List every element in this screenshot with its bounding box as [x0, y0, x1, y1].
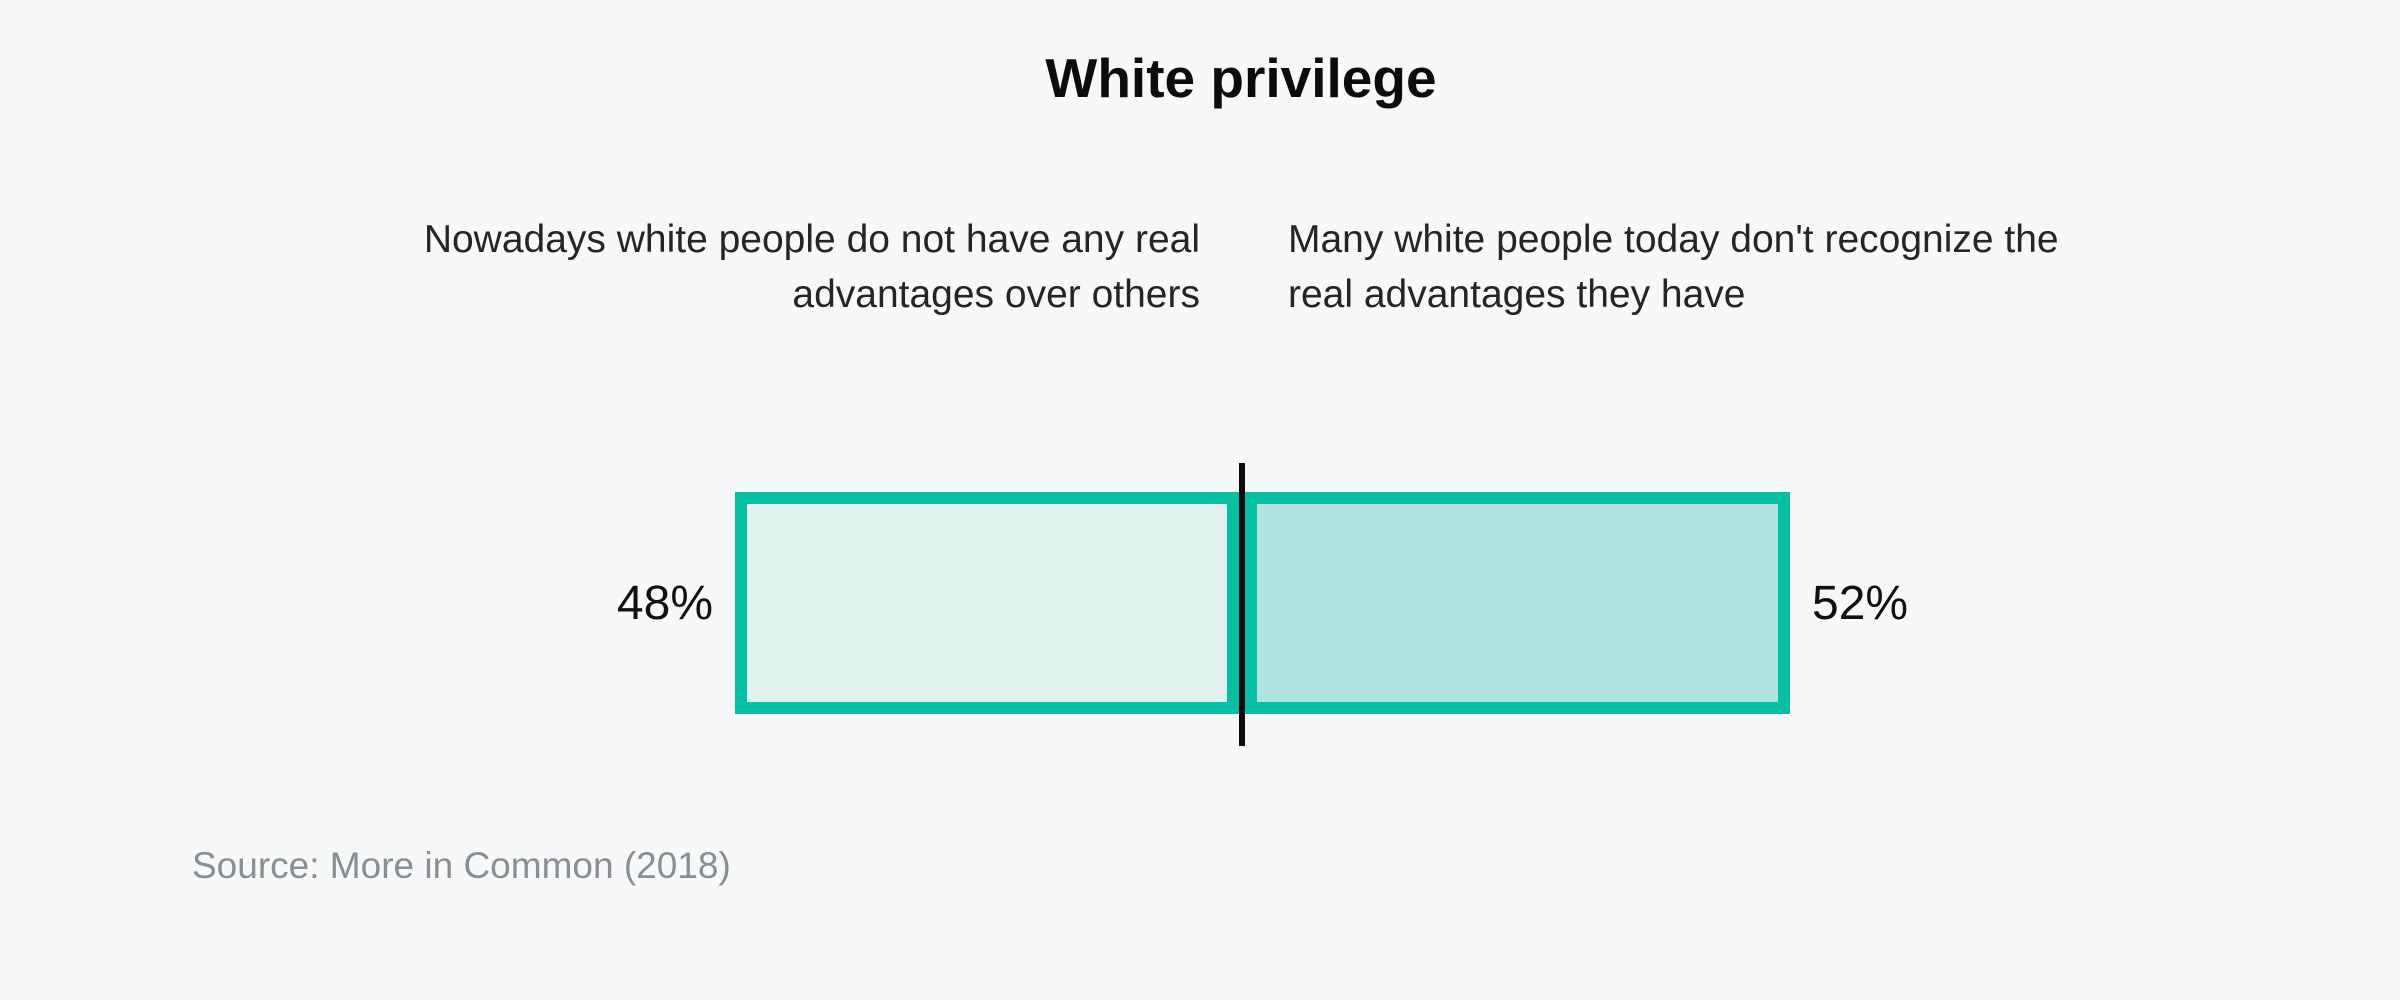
statement-left-line-1: Nowadays white people do not have any re… — [423, 218, 1200, 261]
center-divider-line — [1239, 463, 1246, 746]
statement-right: Many white people today don't recognize … — [1288, 212, 2298, 322]
statement-left: Nowadays white people do not have any re… — [220, 212, 1200, 322]
source-note: Source: More in Common (2018) — [192, 845, 731, 886]
value-label-right: 52% — [1812, 576, 1909, 630]
bar-left-segment — [735, 492, 1240, 714]
split-bar-chart — [735, 463, 1790, 746]
page-title: White privilege — [1045, 47, 1437, 109]
value-label-left: 48% — [616, 576, 713, 630]
bar-right-segment — [1245, 492, 1790, 714]
statement-left-line-2: advantages over others — [792, 273, 1200, 316]
statement-right-line-1: Many white people today don't recognize … — [1288, 218, 2059, 261]
statement-right-line-2: real advantages they have — [1288, 273, 1746, 316]
